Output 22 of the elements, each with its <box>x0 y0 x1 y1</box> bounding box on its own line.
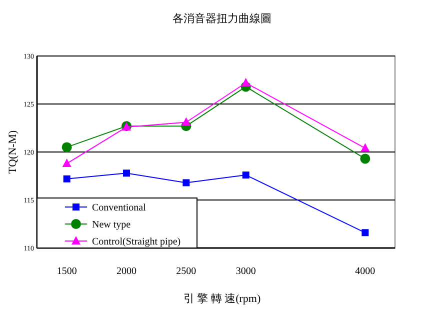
x-tick-label: 2500 <box>176 266 196 277</box>
y-axis-title: TQ(N-M) <box>7 130 19 174</box>
x-tick-label: 2000 <box>116 266 136 277</box>
legend-label: Control(Straight pipe) <box>92 236 181 248</box>
point <box>62 142 72 152</box>
point <box>123 170 130 177</box>
point <box>360 154 370 164</box>
point <box>360 143 370 152</box>
x-tick-label: 4000 <box>355 266 376 277</box>
title: 各消音器扭力曲線圖 <box>172 13 272 25</box>
legend-label: Conventional <box>92 202 146 214</box>
point <box>182 117 191 126</box>
x-tick-label: 1500 <box>56 266 77 277</box>
point <box>241 78 250 86</box>
point <box>182 179 190 186</box>
point <box>63 175 70 182</box>
x-axis-title: 引 擎 轉 速(rpm) <box>183 292 261 305</box>
point <box>242 172 250 179</box>
point <box>362 229 369 236</box>
x-tick-label: 3000 <box>236 266 256 277</box>
legend-label: New type <box>92 220 132 230</box>
point <box>62 158 72 168</box>
